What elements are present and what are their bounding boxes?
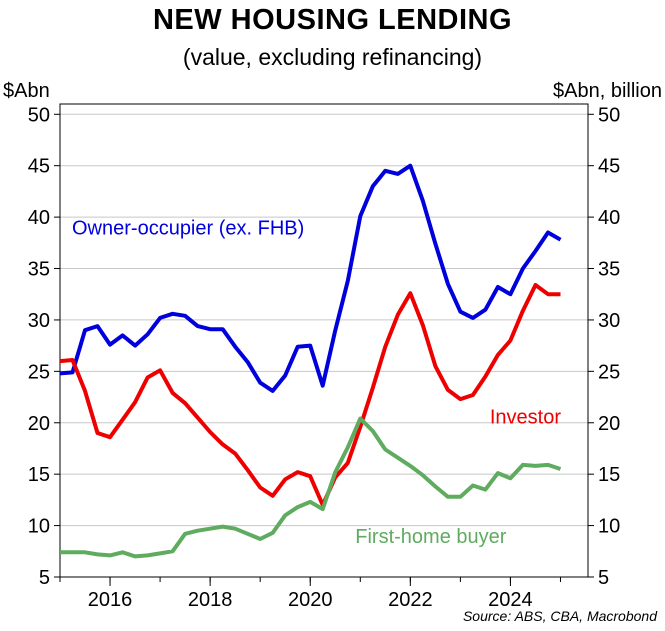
- y-tick-label-right-35: 35: [598, 259, 620, 281]
- y-tick-label-right-50: 50: [598, 104, 620, 126]
- y-tick-label-left-40: 40: [28, 207, 50, 229]
- x-tick-label-2016: 2016: [88, 589, 133, 611]
- y-tick-label-left-35: 35: [28, 259, 50, 281]
- y-tick-label-left-50: 50: [28, 104, 50, 126]
- x-tick-label-2018: 2018: [188, 589, 233, 611]
- y-tick-label-left-30: 30: [28, 310, 50, 332]
- series-line-first-home-buyer: [60, 416, 562, 559]
- y-tick-label-left-5: 5: [39, 567, 50, 589]
- y-tick-label-left-20: 20: [28, 413, 50, 435]
- y-tick-label-right-25: 25: [598, 361, 620, 383]
- x-tick-label-2024: 2024: [488, 589, 533, 611]
- y-tick-label-right-20: 20: [598, 413, 620, 435]
- chart-subtitle: (value, excluding refinancing): [182, 44, 483, 70]
- y-tick-label-left-15: 15: [28, 464, 50, 486]
- series-label-0: Owner-occupier (ex. FHB): [72, 217, 304, 239]
- x-tick-label-2020: 2020: [288, 589, 333, 611]
- y-tick-label-right-45: 45: [598, 156, 620, 178]
- y-tick-label-right-10: 10: [598, 516, 620, 538]
- series-label-1: Investor: [490, 407, 561, 429]
- series-line-owner-occupier-ex-fhb: [59, 163, 562, 393]
- y-tick-label-left-45: 45: [28, 156, 50, 178]
- y-tick-label-left-25: 25: [28, 361, 50, 383]
- y-tick-label-right-5: 5: [598, 567, 609, 589]
- source-note: Source: ABS, CBA, Macrobond: [462, 608, 657, 624]
- y-tick-label-right-30: 30: [598, 310, 620, 332]
- x-tick-label-2022: 2022: [388, 589, 433, 611]
- left-axis-unit: $Abn: [3, 80, 50, 102]
- y-tick-label-left-10: 10: [28, 516, 50, 538]
- series-label-2: First-home buyer: [355, 526, 506, 548]
- y-tick-label-right-15: 15: [598, 464, 620, 486]
- series-line-investor: [59, 283, 561, 507]
- chart-title: NEW HOUSING LENDING: [152, 4, 513, 36]
- right-axis-unit: $Abn, billion: [553, 80, 662, 102]
- plot-frame: [59, 103, 589, 578]
- y-tick-label-right-40: 40: [598, 207, 620, 229]
